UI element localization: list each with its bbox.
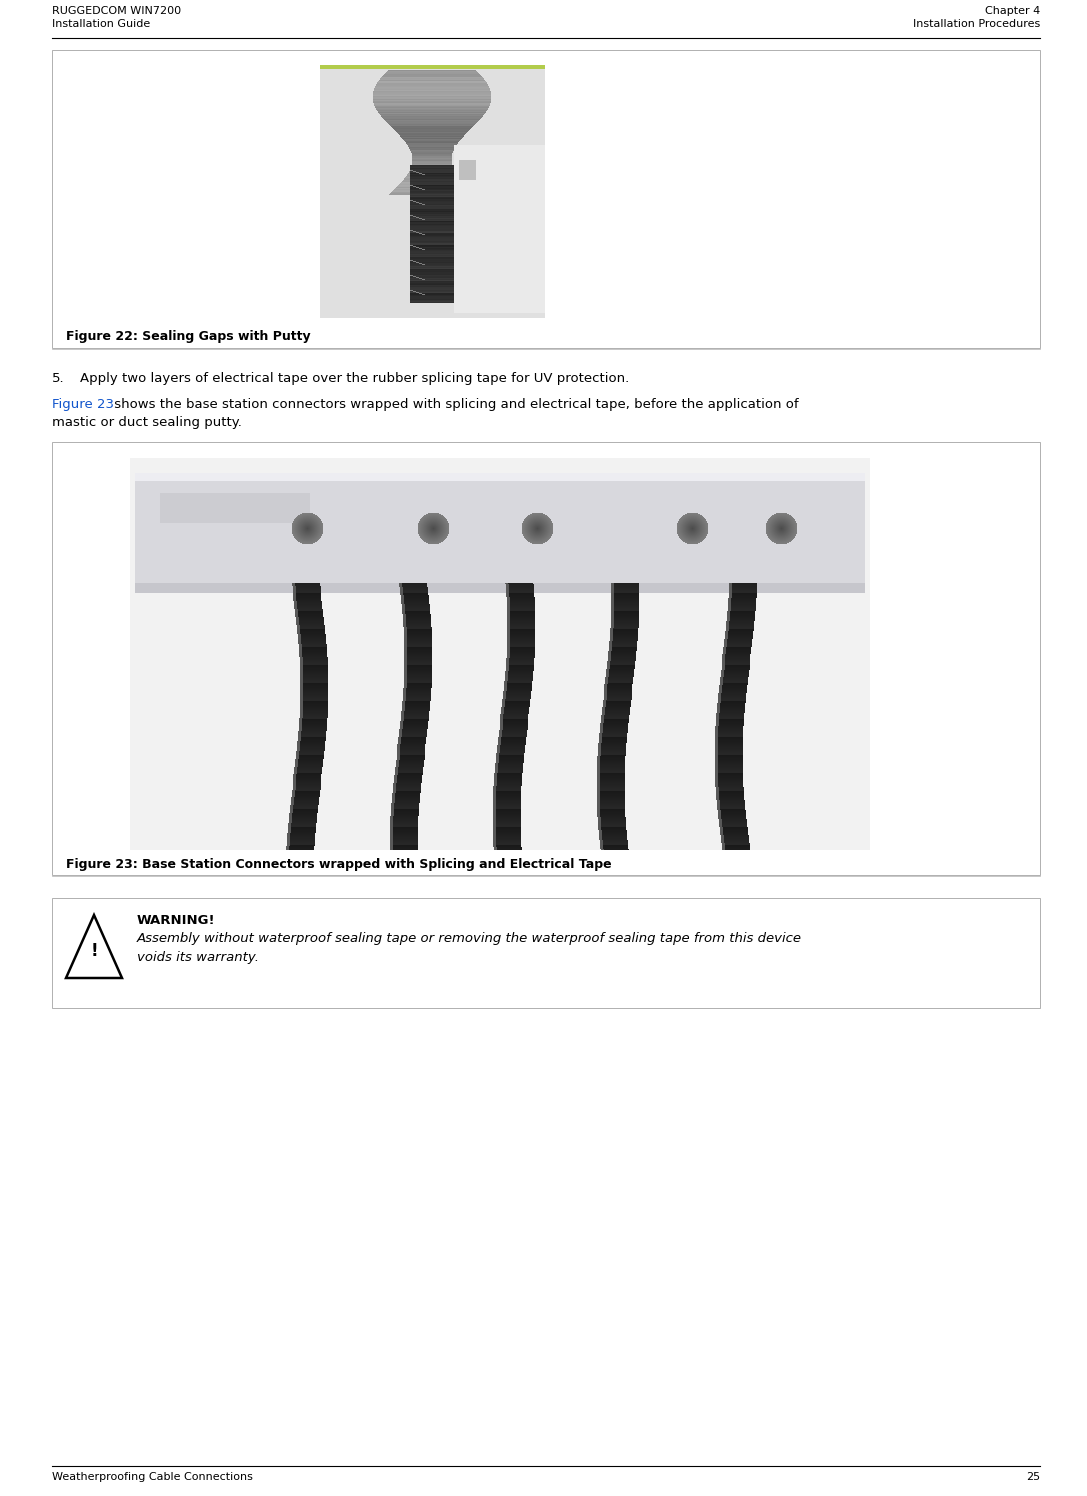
Text: Weatherproofing Cable Connections: Weatherproofing Cable Connections	[52, 1472, 253, 1483]
Text: Chapter 4: Chapter 4	[985, 6, 1040, 16]
Text: Figure 22: Sealing Gaps with Putty: Figure 22: Sealing Gaps with Putty	[66, 331, 311, 343]
Text: WARNING!: WARNING!	[137, 914, 215, 928]
Text: shows the base station connectors wrapped with splicing and electrical tape, bef: shows the base station connectors wrappe…	[110, 398, 799, 411]
Text: Installation Guide: Installation Guide	[52, 19, 150, 28]
Text: RUGGEDCOM WIN7200: RUGGEDCOM WIN7200	[52, 6, 182, 16]
Text: Installation Procedures: Installation Procedures	[913, 19, 1040, 28]
Text: Apply two layers of electrical tape over the rubber splicing tape for UV protect: Apply two layers of electrical tape over…	[80, 373, 629, 384]
FancyBboxPatch shape	[52, 49, 1040, 349]
Text: !: !	[90, 941, 98, 959]
FancyBboxPatch shape	[52, 898, 1040, 1008]
Text: Figure 23: Base Station Connectors wrapped with Splicing and Electrical Tape: Figure 23: Base Station Connectors wrapp…	[66, 859, 612, 871]
FancyBboxPatch shape	[52, 441, 1040, 875]
Text: 25: 25	[1026, 1472, 1040, 1483]
Text: Assembly without waterproof sealing tape or removing the waterproof sealing tape: Assembly without waterproof sealing tape…	[137, 932, 802, 963]
Polygon shape	[66, 916, 122, 978]
Text: mastic or duct sealing putty.: mastic or duct sealing putty.	[52, 416, 242, 429]
Text: 5.: 5.	[52, 373, 64, 384]
Text: Figure 23: Figure 23	[52, 398, 114, 411]
